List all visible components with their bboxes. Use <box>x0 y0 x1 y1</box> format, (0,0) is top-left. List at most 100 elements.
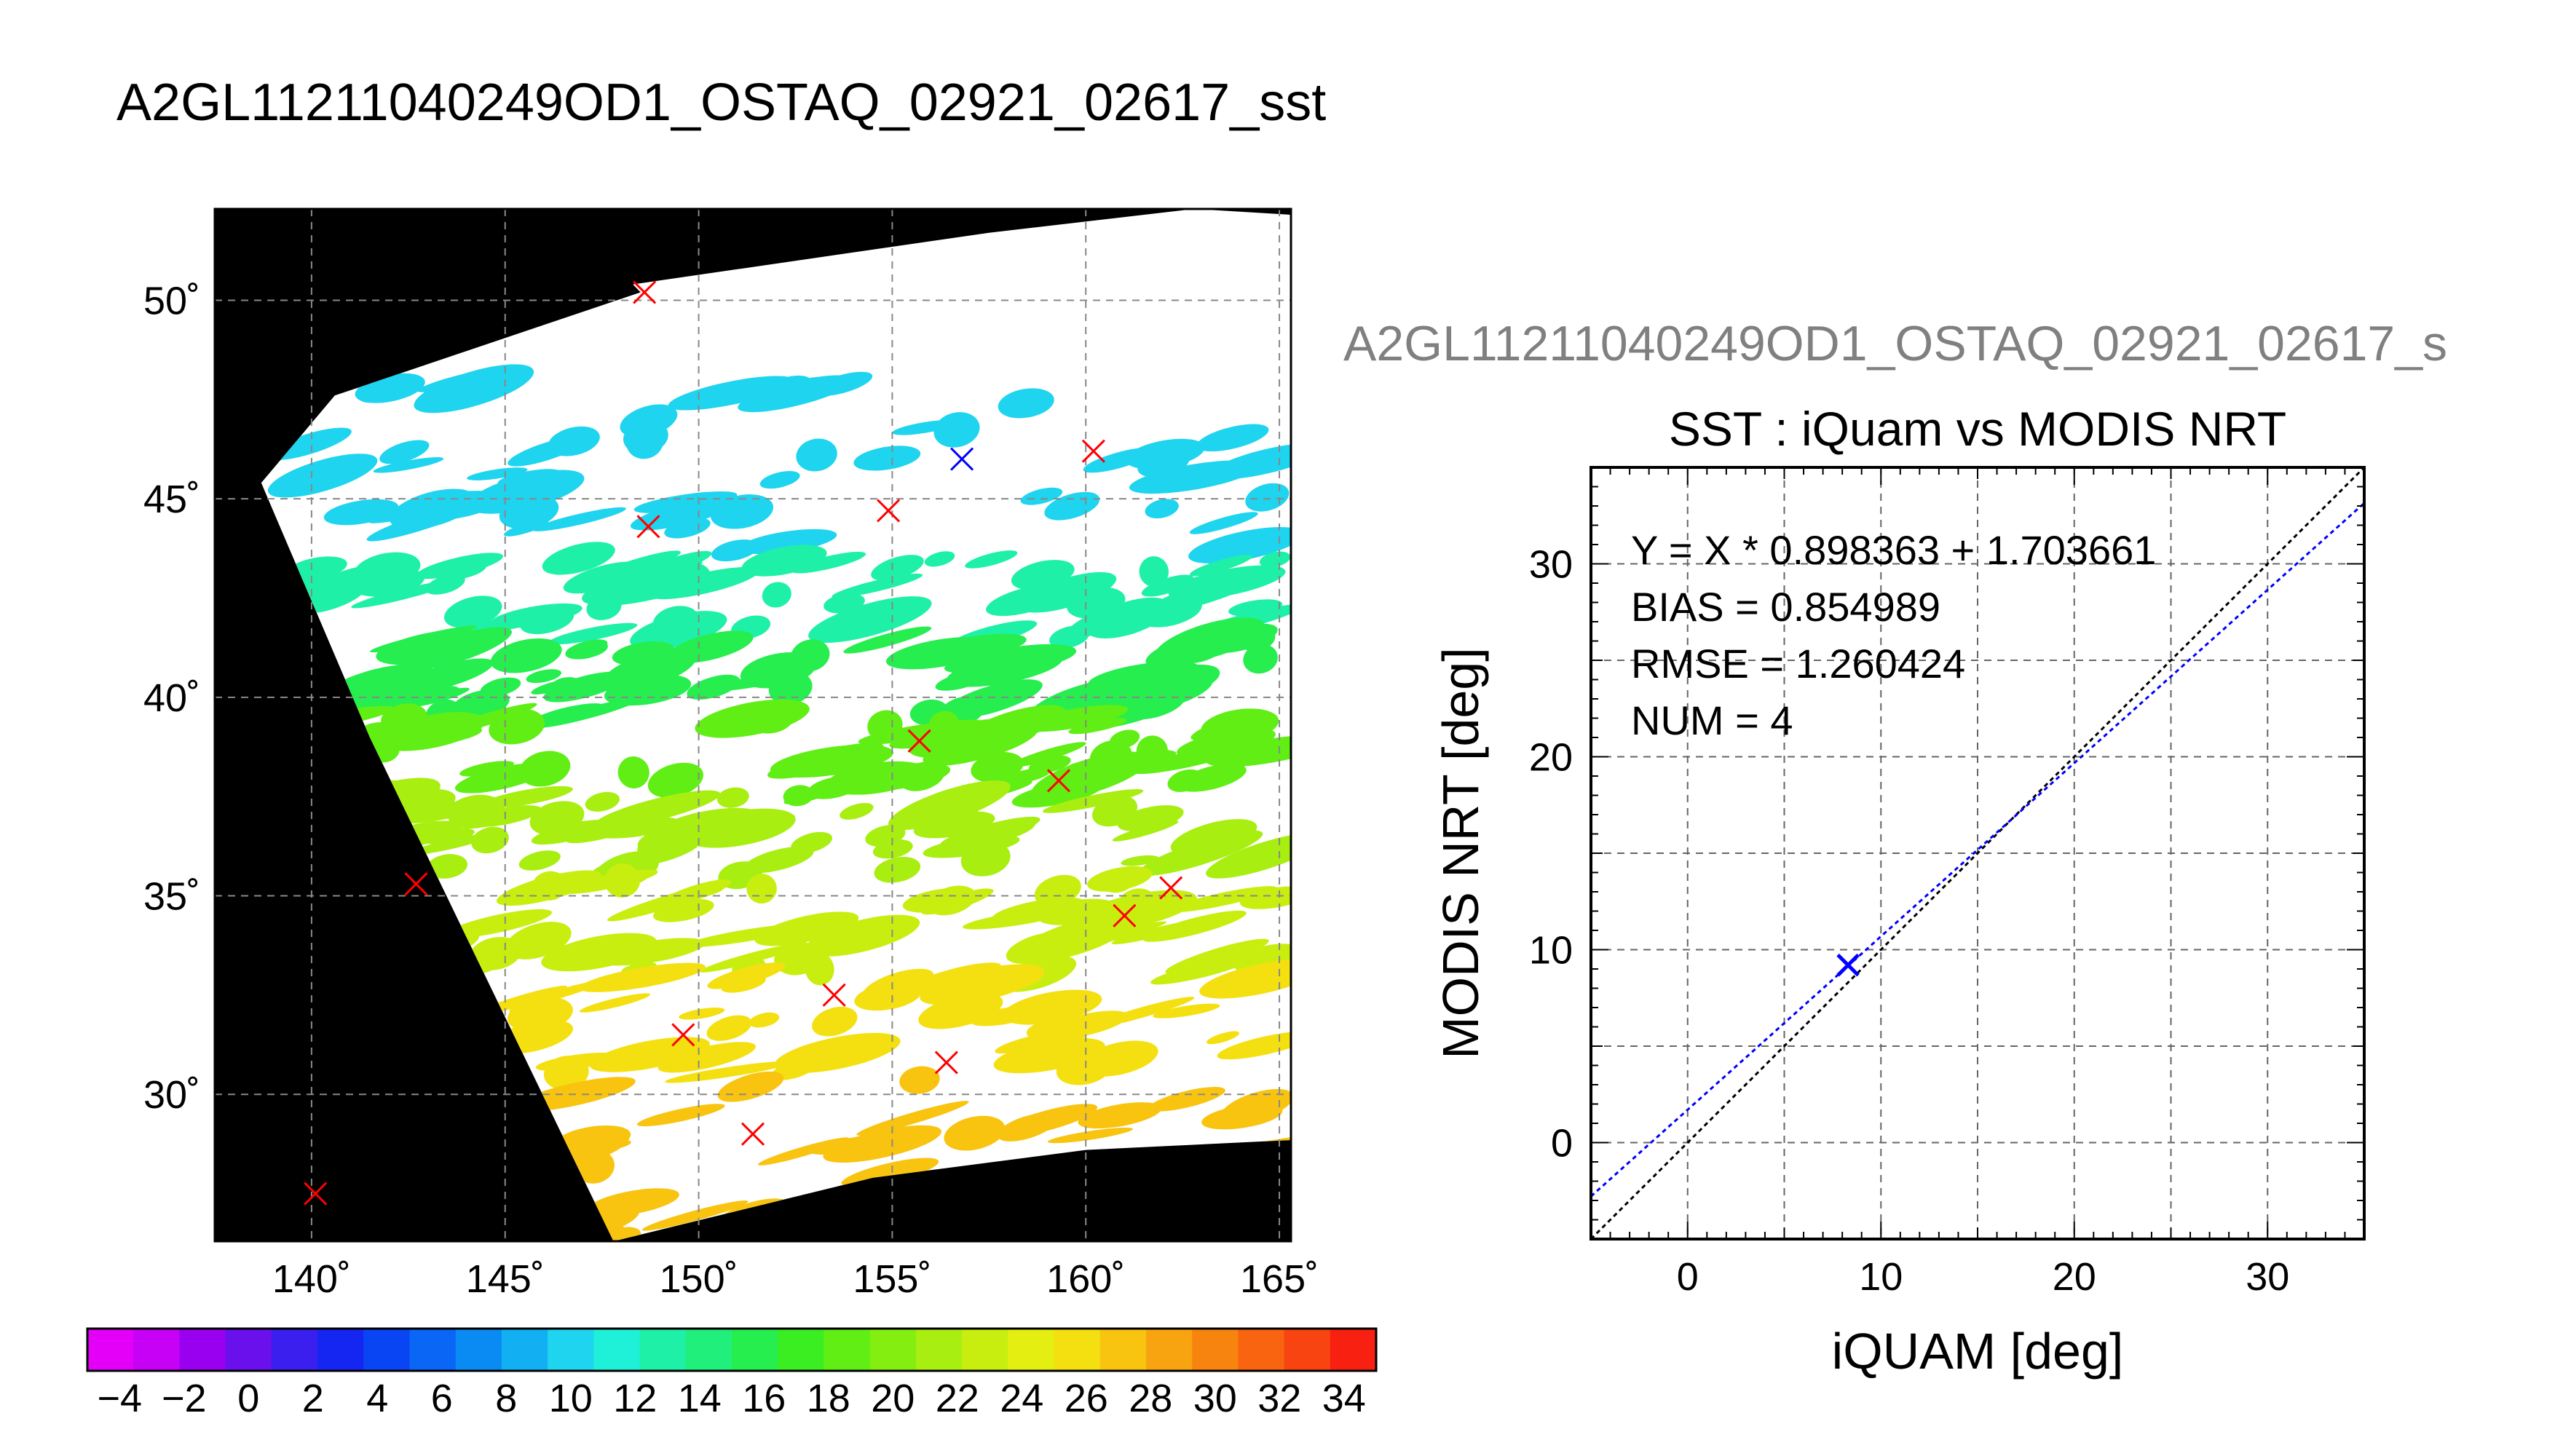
sst-patch <box>351 580 454 609</box>
sst-patch <box>923 633 1027 660</box>
sst-patch <box>805 914 920 957</box>
sst-patch <box>481 786 573 809</box>
sst-patch <box>832 573 923 598</box>
latitude-tick-label: 30˚ <box>143 1073 200 1117</box>
sst-patch <box>370 625 477 653</box>
latitude-tick-label: 35˚ <box>143 875 200 919</box>
colorbar-cell <box>179 1329 226 1371</box>
colorbar-tick-labels: −4 −2 0 2 4 6 8 10 12 14 16 18 20 22 24 26 28 30 32 34 <box>97 1377 1365 1420</box>
marker-stroke <box>636 515 660 539</box>
buoy-marker <box>404 872 428 896</box>
scatter-x-tick-labels: 0 10 20 30 <box>1677 1255 2290 1299</box>
sst-patch <box>1155 473 1192 489</box>
sst-patch <box>942 679 1043 719</box>
colorbar-cell <box>87 1329 134 1371</box>
sst-patch <box>379 440 430 464</box>
sst-patch <box>647 762 703 798</box>
sst-patch <box>1011 560 1075 590</box>
sst-patch <box>892 420 957 435</box>
latitude-labels: 30˚ 35˚ 40˚ 45˚ 50˚ <box>143 279 200 1117</box>
sst-patch <box>1126 438 1205 470</box>
colorbar-cell <box>593 1329 641 1371</box>
sst-patch <box>749 702 795 734</box>
colorbar-cell <box>548 1329 594 1371</box>
longitude-tick-label: 165˚ <box>1240 1257 1319 1301</box>
stat-num: NUM = 4 <box>1631 697 1793 743</box>
sst-patch <box>1217 1031 1291 1060</box>
sst-patch <box>403 803 482 823</box>
colorbar-tick-label: 4 <box>366 1377 388 1420</box>
sst-patch <box>853 446 921 471</box>
colorbar-tick-label: 32 <box>1257 1377 1301 1420</box>
sst-patch <box>585 791 620 812</box>
sst-patch <box>769 376 837 396</box>
sst-patch <box>880 1128 914 1142</box>
colorbar-cell <box>1145 1329 1193 1371</box>
marker-stroke <box>822 983 846 1007</box>
sst-patch <box>1199 959 1291 999</box>
stat-equation: Y = X * 0.898363 + 1.703661 <box>1631 527 2156 573</box>
scatter-y-axis-label: MODIS NRT [deg] <box>1432 647 1489 1059</box>
sst-patch <box>518 850 561 871</box>
sst-patch <box>1022 705 1129 732</box>
scatter-x-tick-label: 20 <box>2053 1255 2096 1299</box>
sst-patch <box>924 551 955 567</box>
sst-patch <box>668 376 794 411</box>
sst-patch <box>585 550 681 583</box>
marker-stroke <box>877 499 901 523</box>
sst-patch <box>1136 735 1168 767</box>
sst-patch <box>664 518 711 539</box>
sst-patch <box>770 744 893 778</box>
regression-stats: Y = X * 0.898363 + 1.703661 BIAS = 0.854… <box>1631 527 2156 743</box>
sst-patch <box>865 825 906 847</box>
colorbar-cell <box>1330 1329 1377 1371</box>
scatter-points <box>1836 953 1860 977</box>
sst-patch <box>1177 763 1247 792</box>
stat-rmse: RMSE = 1.260424 <box>1631 641 1965 687</box>
sst-patch <box>684 923 808 948</box>
sst-patch <box>267 454 378 498</box>
sst-patch <box>1088 661 1200 690</box>
sst-patch <box>471 826 509 854</box>
sst-patch <box>652 606 699 637</box>
sst-patch <box>579 962 706 992</box>
sst-patch <box>469 936 522 970</box>
colorbar-cell <box>1192 1329 1239 1371</box>
sst-patch <box>1145 499 1179 519</box>
sst-patch <box>1068 718 1127 735</box>
sst-patch <box>840 802 874 820</box>
longitude-tick-label: 145˚ <box>466 1257 545 1301</box>
sst-patch <box>526 669 562 684</box>
colorbar-cell <box>869 1329 917 1371</box>
colorbar-tick-label: 8 <box>495 1377 517 1420</box>
marker-stroke <box>950 447 974 471</box>
sst-patch <box>1188 527 1291 563</box>
page-title: A2GL11211040249OD1_OSTAQ_02921_02617_sst <box>117 74 1327 132</box>
sst-patch <box>535 1052 617 1072</box>
sst-patch <box>1061 762 1094 789</box>
marker-stroke <box>1113 903 1137 927</box>
sst-patch <box>467 470 585 514</box>
colorbar-cell <box>1008 1329 1055 1371</box>
colorbar-tick-label: −4 <box>97 1377 142 1420</box>
sst-patch <box>812 1006 858 1037</box>
sst-patch <box>373 457 444 473</box>
sst-patch <box>913 811 995 839</box>
sst-patch <box>1243 644 1278 674</box>
sst-patch <box>856 1101 969 1136</box>
buoy-marker <box>877 499 901 523</box>
buoy-marker <box>1046 769 1071 793</box>
colorbar-cell <box>732 1329 778 1371</box>
marker-stroke <box>633 280 657 304</box>
sst-patch <box>1073 890 1197 931</box>
sst-patch <box>965 550 1018 569</box>
buoy-marker <box>1159 876 1183 900</box>
sst-patch <box>459 761 514 777</box>
sst-patch <box>1141 574 1194 597</box>
scatter-plot: 0 10 20 30 0 10 20 30 Y = X * 0.898363 + 1.703… <box>1432 466 2366 1380</box>
buoy-marker <box>907 729 931 753</box>
sst-patch <box>639 558 703 582</box>
sst-patch <box>1177 728 1276 759</box>
sst-patch <box>1020 487 1063 505</box>
sst-patch <box>338 685 460 714</box>
